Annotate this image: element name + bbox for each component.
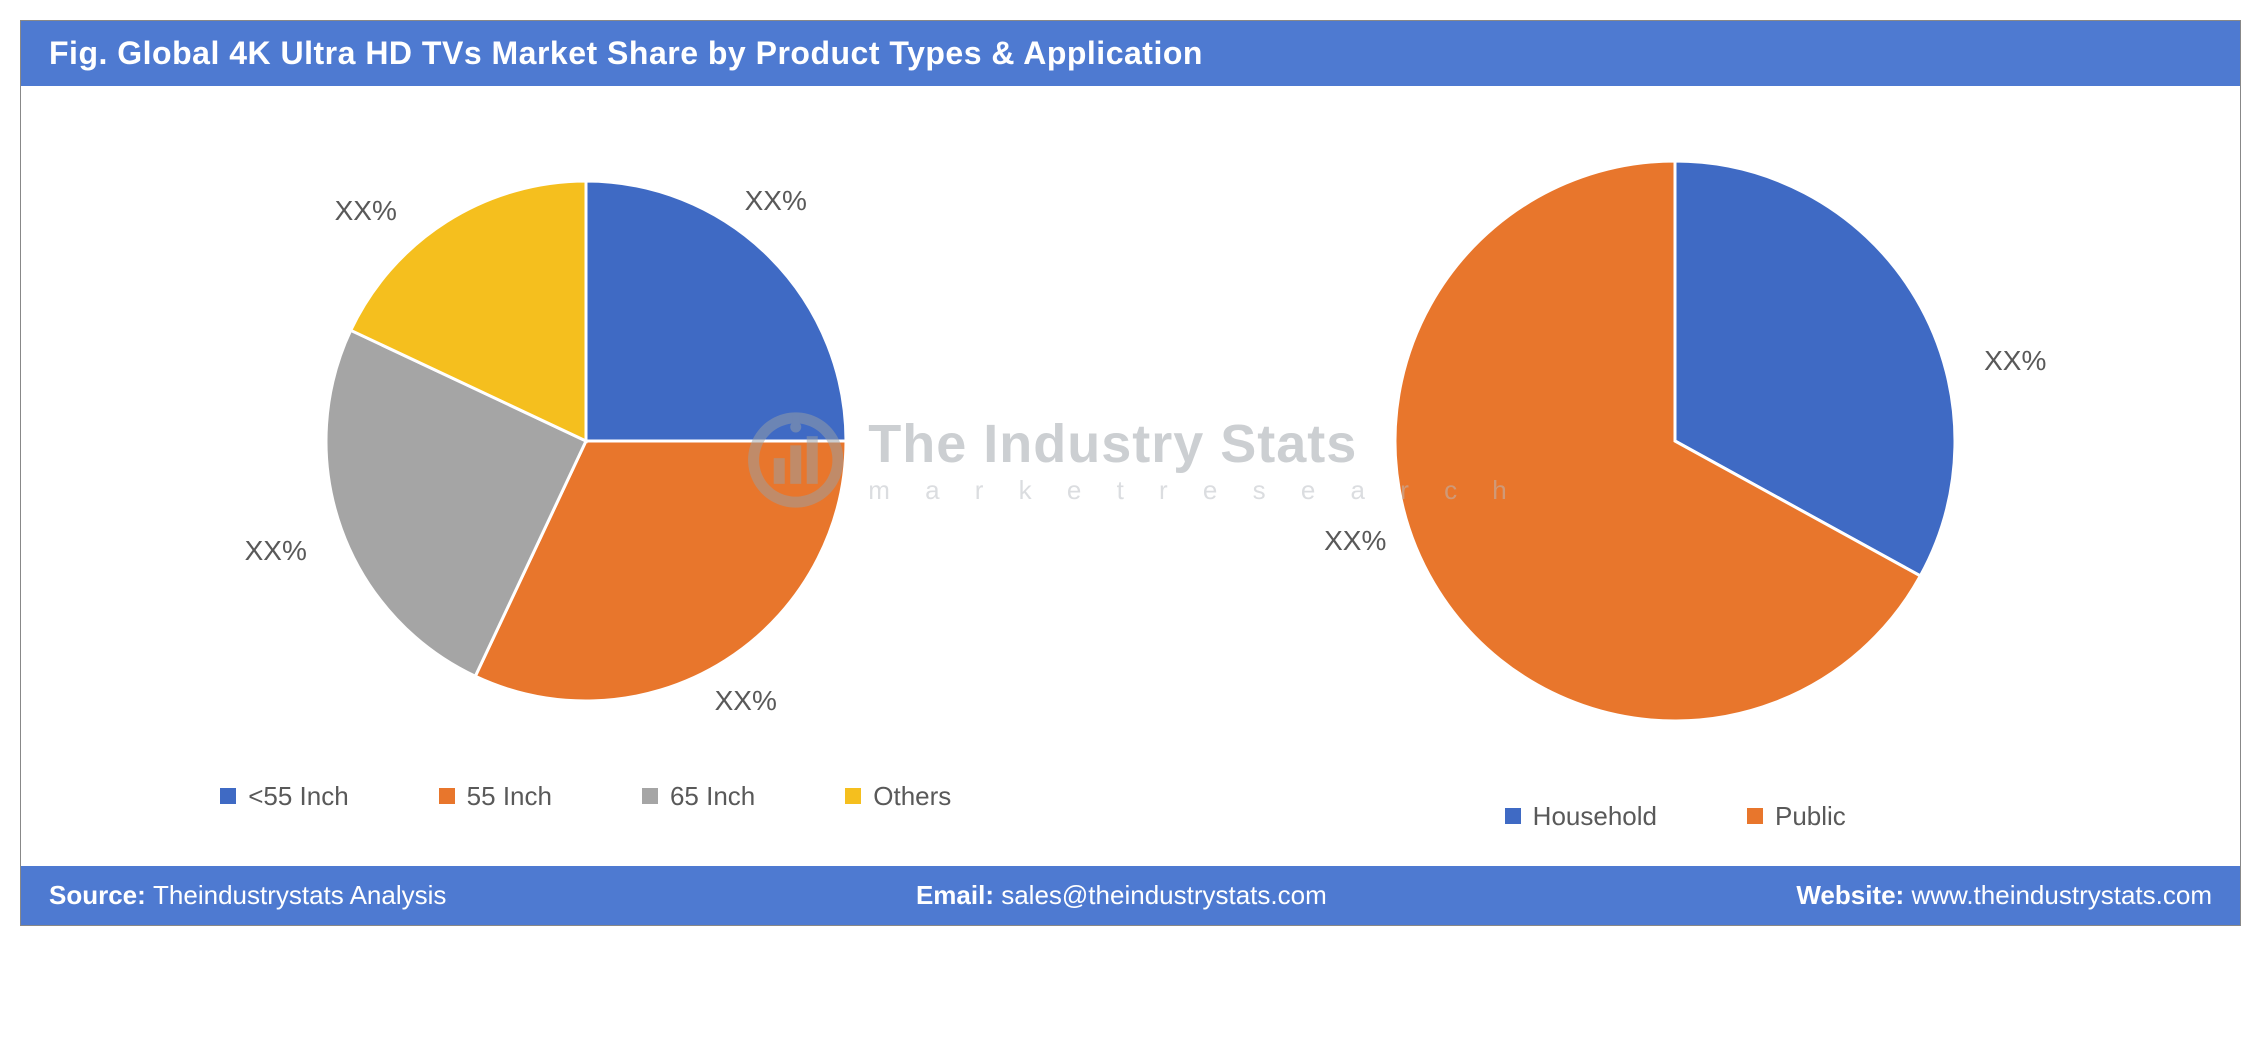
- legend-product-types-item: <55 Inch: [220, 781, 348, 812]
- chart-product-types: XX% XX% XX% XX% <55 Inch 55 Inch 65 Inch Other…: [41, 161, 1131, 812]
- slice-label: XX%: [335, 195, 397, 227]
- legend-swatch-icon: [220, 788, 236, 804]
- pie-product-types: XX%XX%XX%XX%: [306, 161, 866, 721]
- chart-body: The Industry Stats m a r k e t r e s e a…: [21, 86, 2240, 866]
- footer-bar: Source: Theindustrystats Analysis Email:…: [21, 866, 2240, 925]
- legend-label: Public: [1775, 801, 1846, 832]
- footer-email: Email: sales@theindustrystats.com: [916, 880, 1327, 911]
- legend-product-types-item: 55 Inch: [439, 781, 552, 812]
- legend-label: 65 Inch: [670, 781, 755, 812]
- title-bar: Fig. Global 4K Ultra HD TVs Market Share…: [21, 21, 2240, 86]
- legend-swatch-icon: [1747, 808, 1763, 824]
- chart-application: XX%XX% HouseholdPublic: [1131, 141, 2221, 832]
- legend-application-item: Household: [1505, 801, 1657, 832]
- legend-product-types: <55 Inch 55 Inch 65 Inch Others: [220, 781, 951, 812]
- footer-website-label: Website:: [1796, 880, 1911, 910]
- pie-slice-55inch: [586, 181, 846, 441]
- legend-swatch-icon: [642, 788, 658, 804]
- figure-container: Fig. Global 4K Ultra HD TVs Market Share…: [20, 20, 2241, 926]
- legend-label: Household: [1533, 801, 1657, 832]
- footer-source-value: Theindustrystats Analysis: [153, 880, 446, 910]
- legend-swatch-icon: [845, 788, 861, 804]
- legend-swatch-icon: [1505, 808, 1521, 824]
- footer-website-value: www.theindustrystats.com: [1911, 880, 2212, 910]
- legend-application-item: Public: [1747, 801, 1846, 832]
- legend-product-types-item: Others: [845, 781, 951, 812]
- pie-application: XX%XX%: [1375, 141, 1975, 741]
- figure-title: Fig. Global 4K Ultra HD TVs Market Share…: [49, 35, 1203, 71]
- footer-website: Website: www.theindustrystats.com: [1796, 880, 2212, 911]
- legend-swatch-icon: [439, 788, 455, 804]
- legend-label: 55 Inch: [467, 781, 552, 812]
- slice-label: XX%: [1984, 345, 2046, 377]
- slice-label: XX%: [715, 685, 777, 717]
- footer-email-label: Email:: [916, 880, 1001, 910]
- footer-source: Source: Theindustrystats Analysis: [49, 880, 446, 911]
- footer-email-value: sales@theindustrystats.com: [1001, 880, 1327, 910]
- slice-label: XX%: [745, 185, 807, 217]
- slice-label: XX%: [1324, 525, 1386, 557]
- footer-source-label: Source:: [49, 880, 153, 910]
- legend-label: <55 Inch: [248, 781, 348, 812]
- legend-product-types-item: 65 Inch: [642, 781, 755, 812]
- legend-application: Household Public: [1505, 801, 1846, 832]
- slice-label: XX%: [245, 535, 307, 567]
- legend-label: Others: [873, 781, 951, 812]
